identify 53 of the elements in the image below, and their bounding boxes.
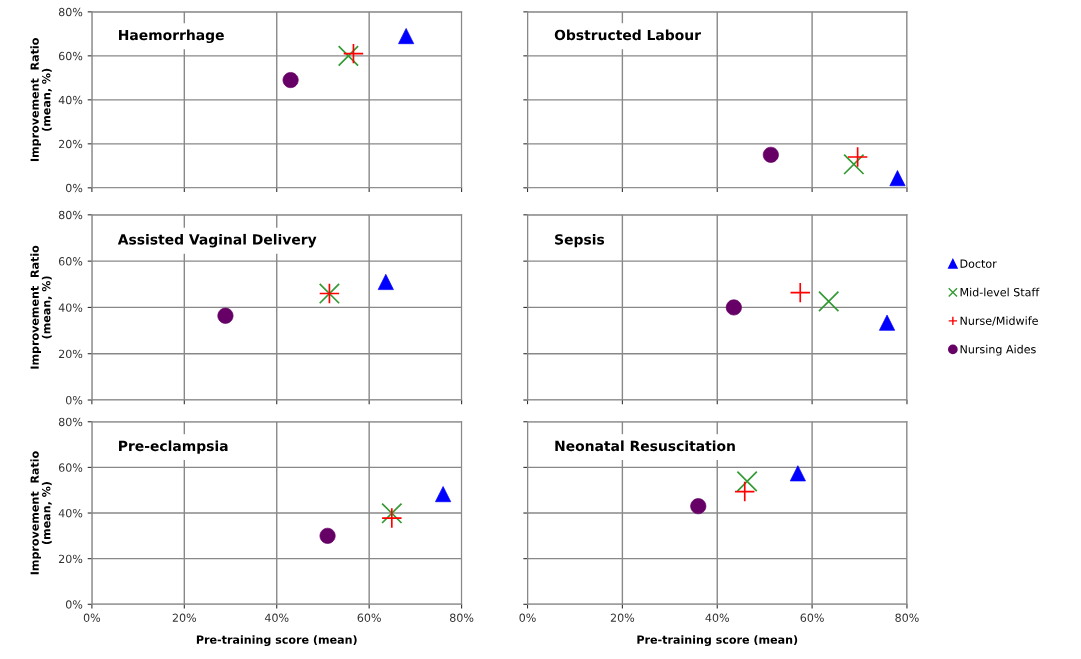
legend-label: Nurse/Midwife bbox=[960, 316, 1038, 326]
x-tick-label: 80% bbox=[895, 613, 919, 622]
legend-label: Doctor bbox=[960, 259, 997, 268]
y-axis-title: Improvement Ratio (mean, %) bbox=[30, 451, 52, 575]
x-tick-label: 20% bbox=[172, 613, 197, 622]
y-tick-label: 0% bbox=[65, 183, 83, 193]
point bbox=[381, 507, 403, 529]
y-tick-label: 0% bbox=[65, 395, 83, 405]
y-tick-label: 20% bbox=[58, 349, 83, 359]
point bbox=[889, 170, 906, 187]
text: Neonatal Resuscitation bbox=[555, 440, 735, 452]
y-tick-label: 40% bbox=[58, 95, 83, 105]
text: Sepsis bbox=[555, 233, 605, 248]
x-tick-label: 40% bbox=[264, 613, 289, 622]
y-tick-label: 60% bbox=[58, 463, 83, 472]
x-tick-label: 60% bbox=[800, 613, 824, 622]
x-axis-title: Pre-training score (mean) bbox=[196, 635, 357, 647]
y-tick-label: 60% bbox=[58, 51, 83, 61]
y-tick-label: 20% bbox=[58, 554, 83, 564]
y-tick-label: 80% bbox=[58, 417, 83, 427]
y-tick-label: 40% bbox=[58, 303, 83, 312]
point bbox=[381, 502, 403, 524]
y-tick-label: 60% bbox=[58, 257, 83, 266]
text: Obstructed Labour bbox=[554, 29, 701, 41]
point bbox=[847, 146, 869, 168]
x-tick-label: 20% bbox=[610, 613, 635, 622]
x-tick-label: 80% bbox=[449, 613, 474, 622]
y-tick-label: 80% bbox=[58, 7, 83, 17]
point bbox=[398, 28, 415, 45]
point bbox=[342, 43, 365, 65]
x-axis-title: Pre-training score (mean) bbox=[637, 635, 798, 647]
point bbox=[818, 290, 840, 312]
point bbox=[843, 153, 865, 175]
text: Assisted Vaginal Delivery bbox=[117, 233, 317, 248]
x-tick-label: 40% bbox=[705, 613, 729, 622]
x-tick-label: 60% bbox=[357, 613, 381, 622]
y-axis-title: Improvement Ratio (mean, %) bbox=[30, 38, 52, 162]
point bbox=[789, 282, 811, 304]
text: Haemorrhage bbox=[119, 29, 224, 44]
text: Pre-eclampsia bbox=[119, 440, 228, 454]
x-tick-label: 0% bbox=[519, 613, 536, 622]
y-tick-label: 0% bbox=[65, 600, 83, 609]
y-tick-label: 20% bbox=[58, 139, 83, 149]
y-axis-title: Improvement Ratio (mean, %) bbox=[30, 245, 52, 369]
point bbox=[377, 273, 394, 290]
point bbox=[734, 481, 756, 503]
legend-label: Nursing Aides bbox=[960, 344, 1036, 356]
point bbox=[337, 45, 359, 67]
legend-label: Mid-level Staff bbox=[960, 287, 1040, 297]
y-tick-label: 40% bbox=[58, 509, 83, 518]
y-tick-label: 80% bbox=[58, 210, 83, 220]
x-tick-label: 0% bbox=[83, 613, 101, 622]
point bbox=[736, 470, 758, 492]
